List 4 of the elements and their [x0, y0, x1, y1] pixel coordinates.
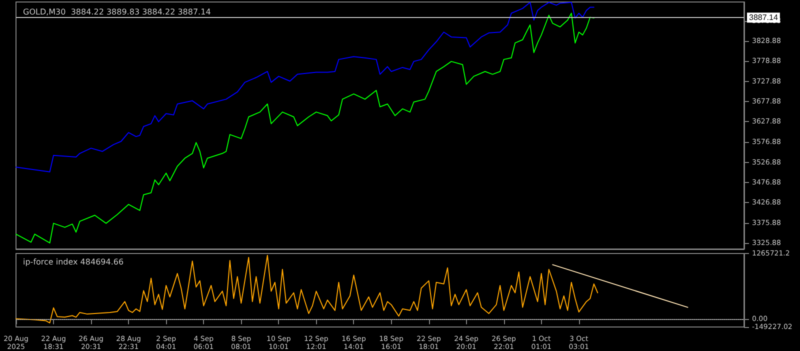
line-series [16, 254, 598, 324]
text: ip-force index 484694.66 [23, 258, 124, 266]
line-series [16, 2, 594, 172]
text: GOLD,M30 3884.22 3889.83 3884.22 3887.14 [23, 8, 211, 16]
